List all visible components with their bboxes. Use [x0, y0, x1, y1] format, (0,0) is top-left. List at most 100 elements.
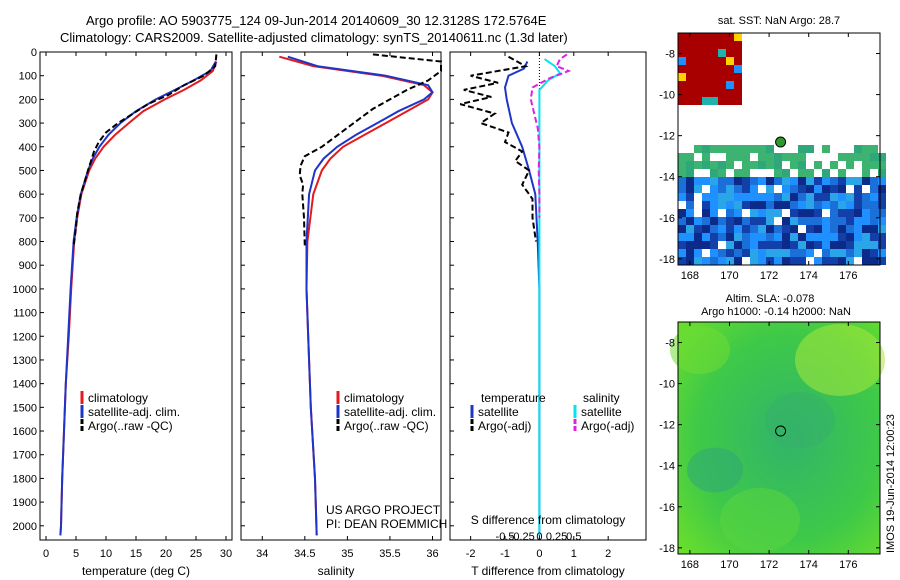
lat-tick-label: -10 [659, 90, 675, 102]
sst-cell [838, 225, 846, 233]
sst-cell [862, 153, 870, 161]
sst-cell [782, 241, 790, 249]
sst-cell [734, 153, 742, 161]
sst-cell [846, 241, 854, 249]
sst-cell [878, 153, 886, 161]
temperature-axes-box [39, 51, 233, 541]
sst-cell [718, 169, 726, 177]
sst-cell [702, 89, 710, 97]
sst-cell [870, 217, 878, 225]
sst-cell [766, 161, 774, 169]
x-tick-label: 35.5 [379, 548, 400, 560]
depth-tick-label: 1600 [13, 426, 37, 438]
sst-cell [814, 177, 822, 185]
sst-cell [846, 257, 854, 265]
sst-cell [846, 153, 854, 161]
sst-cell [862, 145, 870, 153]
sst-cell [678, 225, 686, 233]
sla-map-frame [677, 321, 881, 555]
sst-cell [774, 201, 782, 209]
series-line-argo-t [460, 55, 537, 242]
depth-tick-label: 1800 [13, 473, 37, 485]
sst-cell [838, 201, 846, 209]
sst-cell [726, 233, 734, 241]
sst-cell [702, 145, 710, 153]
lat-tick-label: -14 [659, 461, 675, 473]
sst-cell [806, 249, 814, 257]
sst-cell [878, 161, 886, 169]
sst-cell [830, 209, 838, 217]
sst-cell [806, 185, 814, 193]
sst-cell [718, 217, 726, 225]
sst-cell [710, 177, 718, 185]
sst-cell [742, 169, 750, 177]
sst-cell [734, 169, 742, 177]
sst-cell [870, 209, 878, 217]
sst-cell [830, 241, 838, 249]
sst-cell [838, 257, 846, 265]
sst-cell [806, 201, 814, 209]
x-tick-label: 15 [130, 548, 142, 560]
sst-cell [734, 41, 742, 49]
sst-cell [678, 65, 686, 73]
sst-cell [838, 185, 846, 193]
sst-cell [742, 161, 750, 169]
sst-cell [710, 193, 718, 201]
legend-label-climatology: climatology [88, 391, 148, 405]
depth-tick-label: 1400 [13, 379, 37, 391]
sst-cell [678, 257, 686, 265]
s-difference-tick-label: 0.25 [546, 531, 567, 543]
salinity-series [279, 53, 442, 536]
sst-cell [774, 241, 782, 249]
legend-label-argo-t: Argo(-adj) [478, 419, 531, 433]
sst-cell [790, 233, 798, 241]
sst-cell [686, 193, 694, 201]
sst-cell [822, 169, 830, 177]
sst-cell [774, 209, 782, 217]
sst-cell [766, 249, 774, 257]
sst-cell [782, 153, 790, 161]
sst-cell [710, 41, 718, 49]
sst-cell [742, 249, 750, 257]
series-line-argo-s [529, 53, 572, 218]
sst-cell [718, 89, 726, 97]
sst-cell [678, 89, 686, 97]
sst-cell [830, 217, 838, 225]
depth-tick-label: 1900 [13, 497, 37, 509]
depth-tick-label: 700 [19, 213, 37, 225]
sst-cell [694, 57, 702, 65]
sst-cell [766, 145, 774, 153]
depth-tick-label: 1300 [13, 355, 37, 367]
sst-cell [814, 225, 822, 233]
sst-cell [878, 249, 886, 257]
sst-cell [814, 201, 822, 209]
sst-cell [806, 209, 814, 217]
sst-cell [726, 81, 734, 89]
sst-cell [774, 169, 782, 177]
sst-cell [710, 81, 718, 89]
sla-map-title-line1: Altim. SLA: -0.078 [726, 293, 815, 305]
sst-cell [758, 233, 766, 241]
sst-cell [798, 193, 806, 201]
sst-cell [734, 81, 742, 89]
lon-tick-label: 174 [800, 559, 818, 571]
s-difference-tick-label: 0 [536, 531, 542, 543]
sst-cell [814, 193, 822, 201]
sst-cell [782, 225, 790, 233]
sst-cell [726, 49, 734, 57]
x-tick-label: 30 [220, 548, 232, 560]
sst-cell [750, 217, 758, 225]
depth-tick-label: 0 [31, 47, 37, 59]
sst-cell [702, 153, 710, 161]
s-difference-tick-label: -0.25 [510, 531, 535, 543]
header-line2: Climatology: CARS2009. Satellite-adjuste… [60, 30, 568, 45]
salinity-axes-box [240, 51, 442, 541]
sst-cell [766, 241, 774, 249]
sst-cell [782, 193, 790, 201]
series-line-satellite-adj-clim- [287, 55, 434, 536]
sst-cell [838, 233, 846, 241]
sst-cell [734, 225, 742, 233]
sst-cell [774, 257, 782, 265]
sst-cell [734, 49, 742, 57]
